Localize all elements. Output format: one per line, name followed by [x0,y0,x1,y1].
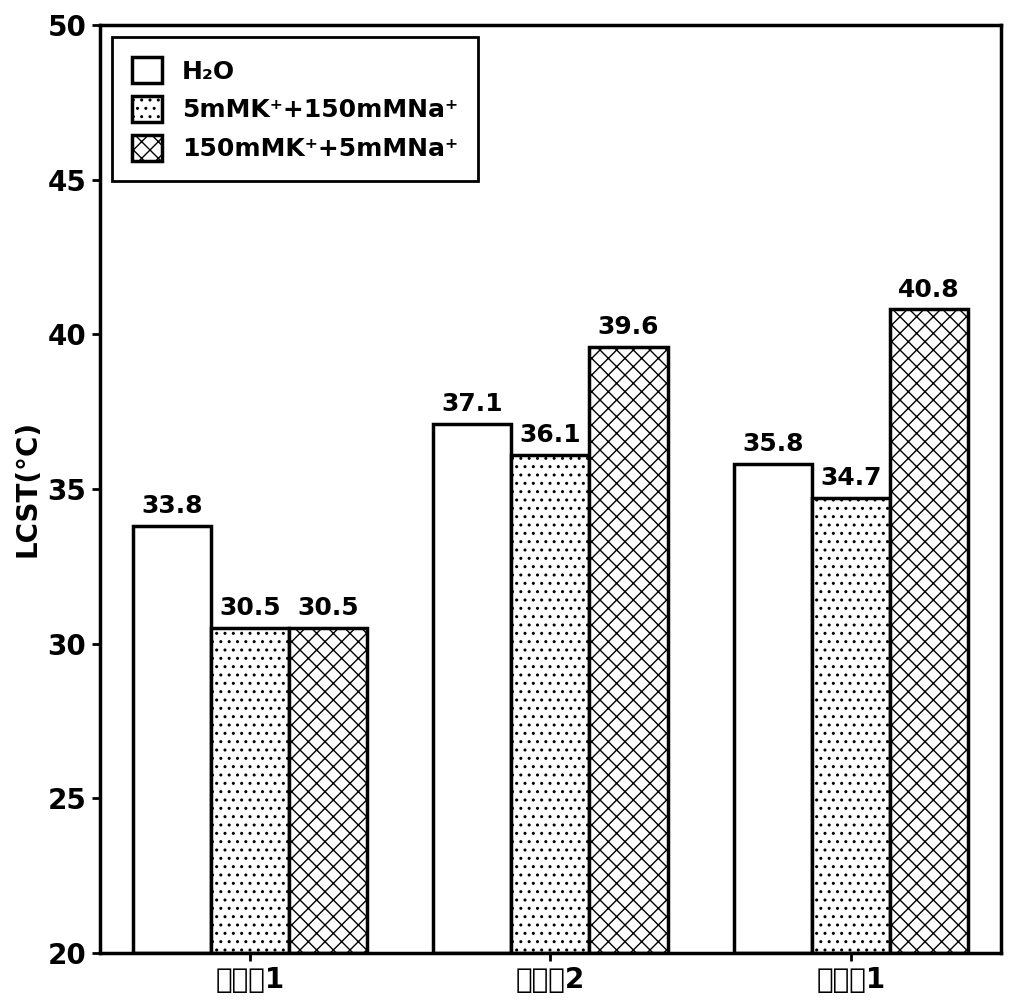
Bar [289,628,367,953]
Text: 37.1: 37.1 [442,392,503,416]
Bar [812,498,890,953]
Text: 40.8: 40.8 [898,278,960,301]
Text: 34.7: 34.7 [820,467,882,491]
Bar [433,424,512,953]
Bar [133,526,211,953]
Text: 39.6: 39.6 [598,314,659,339]
Bar [211,628,289,953]
Bar [512,455,590,953]
Text: 33.8: 33.8 [141,494,202,518]
Bar [890,309,968,953]
Text: 36.1: 36.1 [520,423,582,448]
Bar [734,464,812,953]
Bar [590,347,668,953]
Text: 30.5: 30.5 [297,597,358,620]
Text: 35.8: 35.8 [742,432,804,457]
Y-axis label: LCST(°C): LCST(°C) [14,420,42,557]
Legend: H₂O, 5mMK⁺+150mMNa⁺, 150mMK⁺+5mMNa⁺: H₂O, 5mMK⁺+150mMNa⁺, 150mMK⁺+5mMNa⁺ [112,37,478,181]
Text: 30.5: 30.5 [219,597,280,620]
